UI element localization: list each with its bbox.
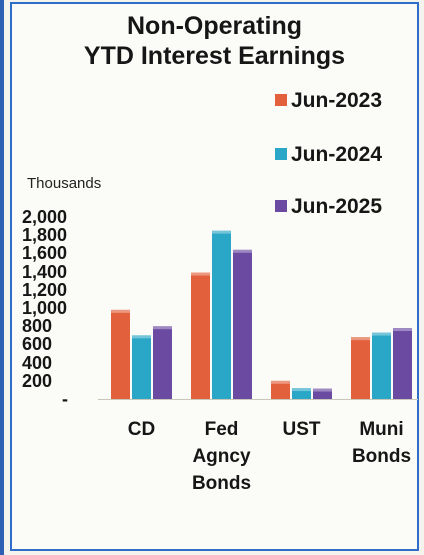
page-edge [0,0,4,555]
bar-jun-2023-0 [111,309,130,399]
bar-highlight [351,337,370,341]
bar-highlight [233,249,252,253]
bar-jun-2023-1 [191,272,210,399]
bar-jun-2025-0 [153,326,172,399]
bar-jun-2025-1 [233,249,252,399]
x-category-label: Fed Agncy Bonds [191,419,252,494]
legend-item-jun-2023: Jun-2023 [275,89,382,113]
legend-label-jun-2023: Jun-2023 [291,89,383,112]
chart-title-line-2: YTD Interest Earnings [83,42,346,70]
legend-label-jun-2024: Jun-2024 [291,143,383,166]
x-category-label: CD [127,419,156,440]
y-tick-label: 1,200 [22,279,68,300]
bar-jun-2023-2 [271,380,290,399]
bar-jun-2024-0 [132,335,151,399]
legend-item-jun-2025: Jun-2025 [275,195,382,219]
bar-highlight [393,328,412,332]
bar-highlight [153,326,172,330]
y-tick-label: 400 [22,352,53,373]
bar-highlight [111,309,130,313]
y-tick-label: 2,000 [22,207,68,227]
y-tick-label: - [62,389,68,409]
y-tick-label: 200 [22,370,53,391]
legend-swatch-jun-2024 [275,148,287,160]
y-tick-label: 1,400 [22,261,68,282]
legend-swatch-jun-2025 [275,200,287,212]
x-category-label: UST [282,419,321,440]
bar-jun-2024-3 [372,332,391,399]
chart-title-line-1: Non-Operating [127,12,302,40]
y-units-label: Thousands [27,175,102,192]
bar-jun-2023-3 [351,337,370,399]
legend-label-jun-2025: Jun-2025 [291,195,383,218]
bar-highlight [212,230,231,234]
y-tick-label: 800 [22,316,53,337]
bar-highlight [271,380,290,384]
bar-highlight [372,332,391,336]
bar-jun-2025-3 [393,328,412,399]
legend-swatch-jun-2023 [275,94,287,106]
bar-highlight [191,272,210,276]
bar-jun-2025-2 [313,388,332,399]
bar-highlight [132,335,151,339]
y-tick-label: 1,600 [22,243,68,264]
legend-item-jun-2024: Jun-2024 [275,143,382,167]
y-tick-label: 600 [22,334,53,355]
bar-highlight [313,388,332,392]
bar-highlight [292,388,311,392]
y-tick-label: 1,000 [22,298,68,318]
bar-jun-2024-2 [292,388,311,399]
bar-jun-2024-1 [212,230,231,399]
x-category-label: Muni Bonds [351,419,412,467]
y-tick-label: 1,800 [22,225,68,246]
